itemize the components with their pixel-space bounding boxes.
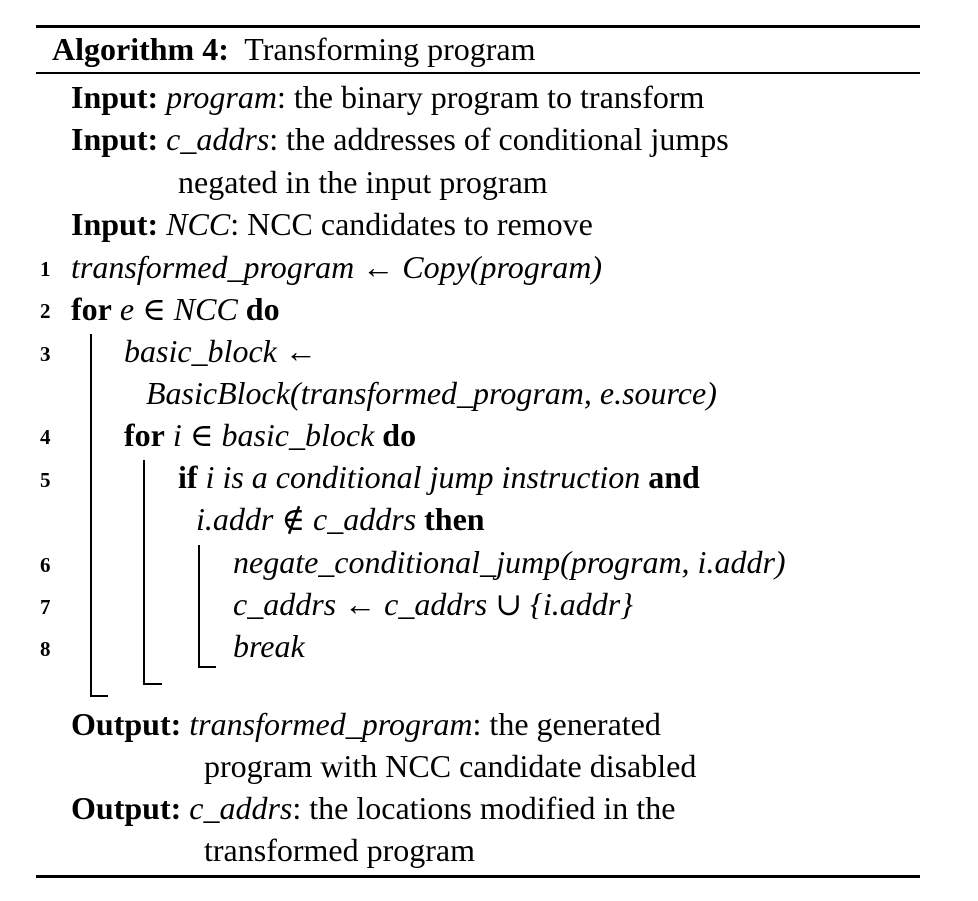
output-desc: : the generated [472, 706, 661, 742]
line-2-text: for e ∈ NCC do [71, 290, 280, 328]
line-3-text: basic_block ← [124, 333, 317, 369]
algorithm-caption: Algorithm 4: Transforming program [52, 30, 536, 68]
line-number: 4 [40, 425, 51, 449]
output-var: transformed_program [189, 706, 473, 742]
algorithm-title: Transforming program [244, 31, 536, 67]
input-line-2-cont: negated in the input program [178, 164, 548, 200]
condition-expr: i.addr ∉ c_addrs [196, 501, 417, 537]
condition-expr: i is a conditional jump instruction [205, 459, 641, 495]
line-5-cont: i.addr ∉ c_addrs then [196, 500, 485, 538]
output-keyword: Output: [71, 790, 182, 826]
caption-rule [36, 72, 920, 74]
block-line-for-e [90, 334, 92, 696]
line-5-text: if i is a conditional jump instruction a… [178, 458, 700, 496]
line-number: 3 [40, 342, 51, 366]
input-line-2: Input: c_addrs: the addresses of conditi… [71, 120, 729, 158]
input-line-1: Input: program: the binary program to tr… [71, 78, 704, 116]
input-desc: : the addresses of conditional jumps [269, 121, 729, 157]
line-7-text: c_addrs ← c_addrs ∪ {i.addr} [233, 586, 633, 622]
line-4-text: for i ∈ basic_block do [124, 416, 416, 454]
top-rule [36, 25, 920, 28]
output-var: c_addrs [189, 790, 293, 826]
line-6-text: negate_conditional_jump(program, i.addr) [233, 544, 786, 580]
keyword-do: do [382, 417, 417, 453]
block-line-for-i [143, 460, 145, 684]
keyword-for: for [71, 291, 112, 327]
line-1-text: transformed_program ← Copy(program) [71, 249, 602, 285]
keyword-if: if [178, 459, 198, 495]
line-number: 6 [40, 553, 51, 577]
block-end-if [198, 666, 216, 668]
keyword-and: and [648, 459, 700, 495]
loop-expr: e ∈ NCC [119, 291, 238, 327]
input-keyword: Input: [71, 206, 159, 242]
line-3-cont: BasicBlock(transformed_program, e.source… [146, 375, 717, 411]
input-var: c_addrs [166, 121, 270, 157]
loop-expr: i ∈ basic_block [172, 417, 375, 453]
line-number: 7 [40, 595, 51, 619]
input-var: program [166, 79, 277, 115]
output-line-1: Output: transformed_program: the generat… [71, 705, 661, 743]
output-line-1-cont: program with NCC candidate disabled [204, 748, 697, 784]
output-line-2: Output: c_addrs: the locations modified … [71, 789, 675, 827]
output-desc: : the locations modified in the [292, 790, 676, 826]
bottom-rule [36, 875, 920, 878]
line-8-text: break [233, 628, 305, 664]
output-line-2-cont: transformed program [204, 832, 476, 868]
keyword-then: then [424, 501, 485, 537]
line-number: 5 [40, 468, 51, 492]
input-keyword: Input: [71, 79, 159, 115]
block-line-if [198, 545, 200, 667]
input-var: NCC [166, 206, 231, 242]
input-desc: : NCC candidates to remove [230, 206, 593, 242]
block-end-for-i [143, 683, 162, 685]
output-keyword: Output: [71, 706, 182, 742]
input-keyword: Input: [71, 121, 159, 157]
input-desc: : the binary program to transform [276, 79, 705, 115]
keyword-do: do [245, 291, 280, 327]
input-line-3: Input: NCC: NCC candidates to remove [71, 205, 593, 243]
block-end-for-e [90, 695, 108, 697]
line-number: 8 [40, 637, 51, 661]
line-number: 1 [40, 257, 51, 281]
keyword-for: for [124, 417, 165, 453]
line-number: 2 [40, 299, 51, 323]
algorithm-label: Algorithm 4: [52, 31, 229, 67]
